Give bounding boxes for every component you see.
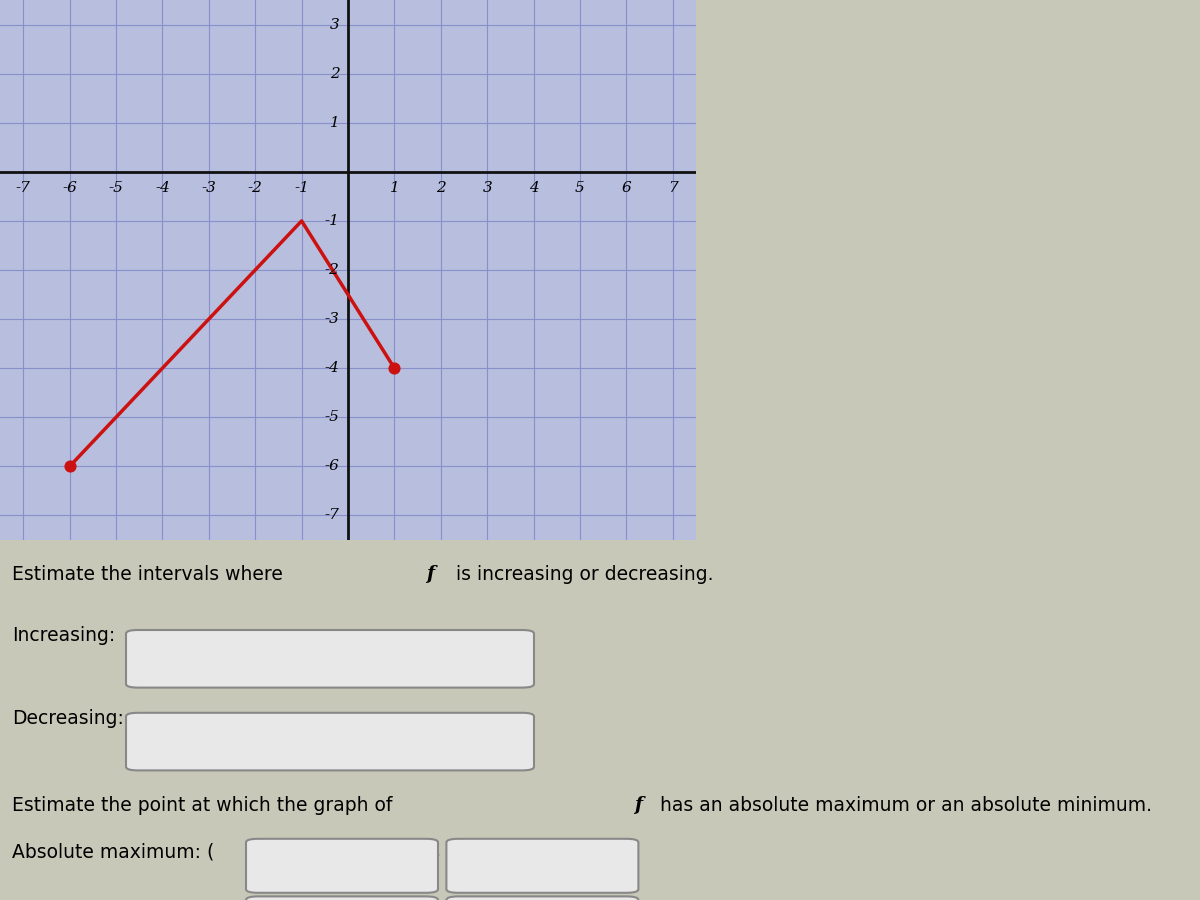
FancyBboxPatch shape [246,839,438,893]
FancyBboxPatch shape [446,839,638,893]
Text: 7: 7 [668,181,678,194]
FancyBboxPatch shape [246,896,438,900]
Text: 2: 2 [436,181,445,194]
Point [60,459,79,473]
Text: Estimate the intervals where: Estimate the intervals where [12,565,289,584]
Text: -1: -1 [294,181,310,194]
Text: -6: -6 [325,459,340,473]
Text: -5: -5 [108,181,124,194]
Text: has an absolute maximum or an absolute minimum.: has an absolute maximum or an absolute m… [654,796,1152,814]
Text: f: f [634,796,642,814]
Text: ,: , [434,842,440,861]
Text: 1: 1 [330,116,340,130]
Text: -4: -4 [325,361,340,375]
Text: f: f [426,565,434,583]
Text: -7: -7 [16,181,31,194]
Text: Estimate the point at which the graph of: Estimate the point at which the graph of [12,796,398,814]
Text: 1: 1 [390,181,400,194]
Text: 3: 3 [482,181,492,194]
Text: Decreasing:: Decreasing: [12,709,124,728]
Text: ): ) [632,842,640,861]
Text: -7: -7 [325,508,340,523]
Text: -3: -3 [202,181,216,194]
Text: -2: -2 [325,263,340,277]
Text: -1: -1 [325,214,340,228]
Text: 3: 3 [330,17,340,32]
FancyBboxPatch shape [126,713,534,770]
Text: 4: 4 [529,181,539,194]
Point [385,361,404,375]
FancyBboxPatch shape [126,630,534,688]
FancyBboxPatch shape [446,896,638,900]
Text: -6: -6 [62,181,77,194]
Text: -4: -4 [155,181,170,194]
Text: -2: -2 [247,181,263,194]
Text: Increasing:: Increasing: [12,626,115,645]
Text: 5: 5 [575,181,584,194]
Text: Absolute maximum: (: Absolute maximum: ( [12,842,215,861]
Text: is increasing or decreasing.: is increasing or decreasing. [450,565,714,584]
Text: 6: 6 [622,181,631,194]
Text: -5: -5 [325,410,340,424]
Text: 2: 2 [330,67,340,81]
Text: -3: -3 [325,312,340,326]
